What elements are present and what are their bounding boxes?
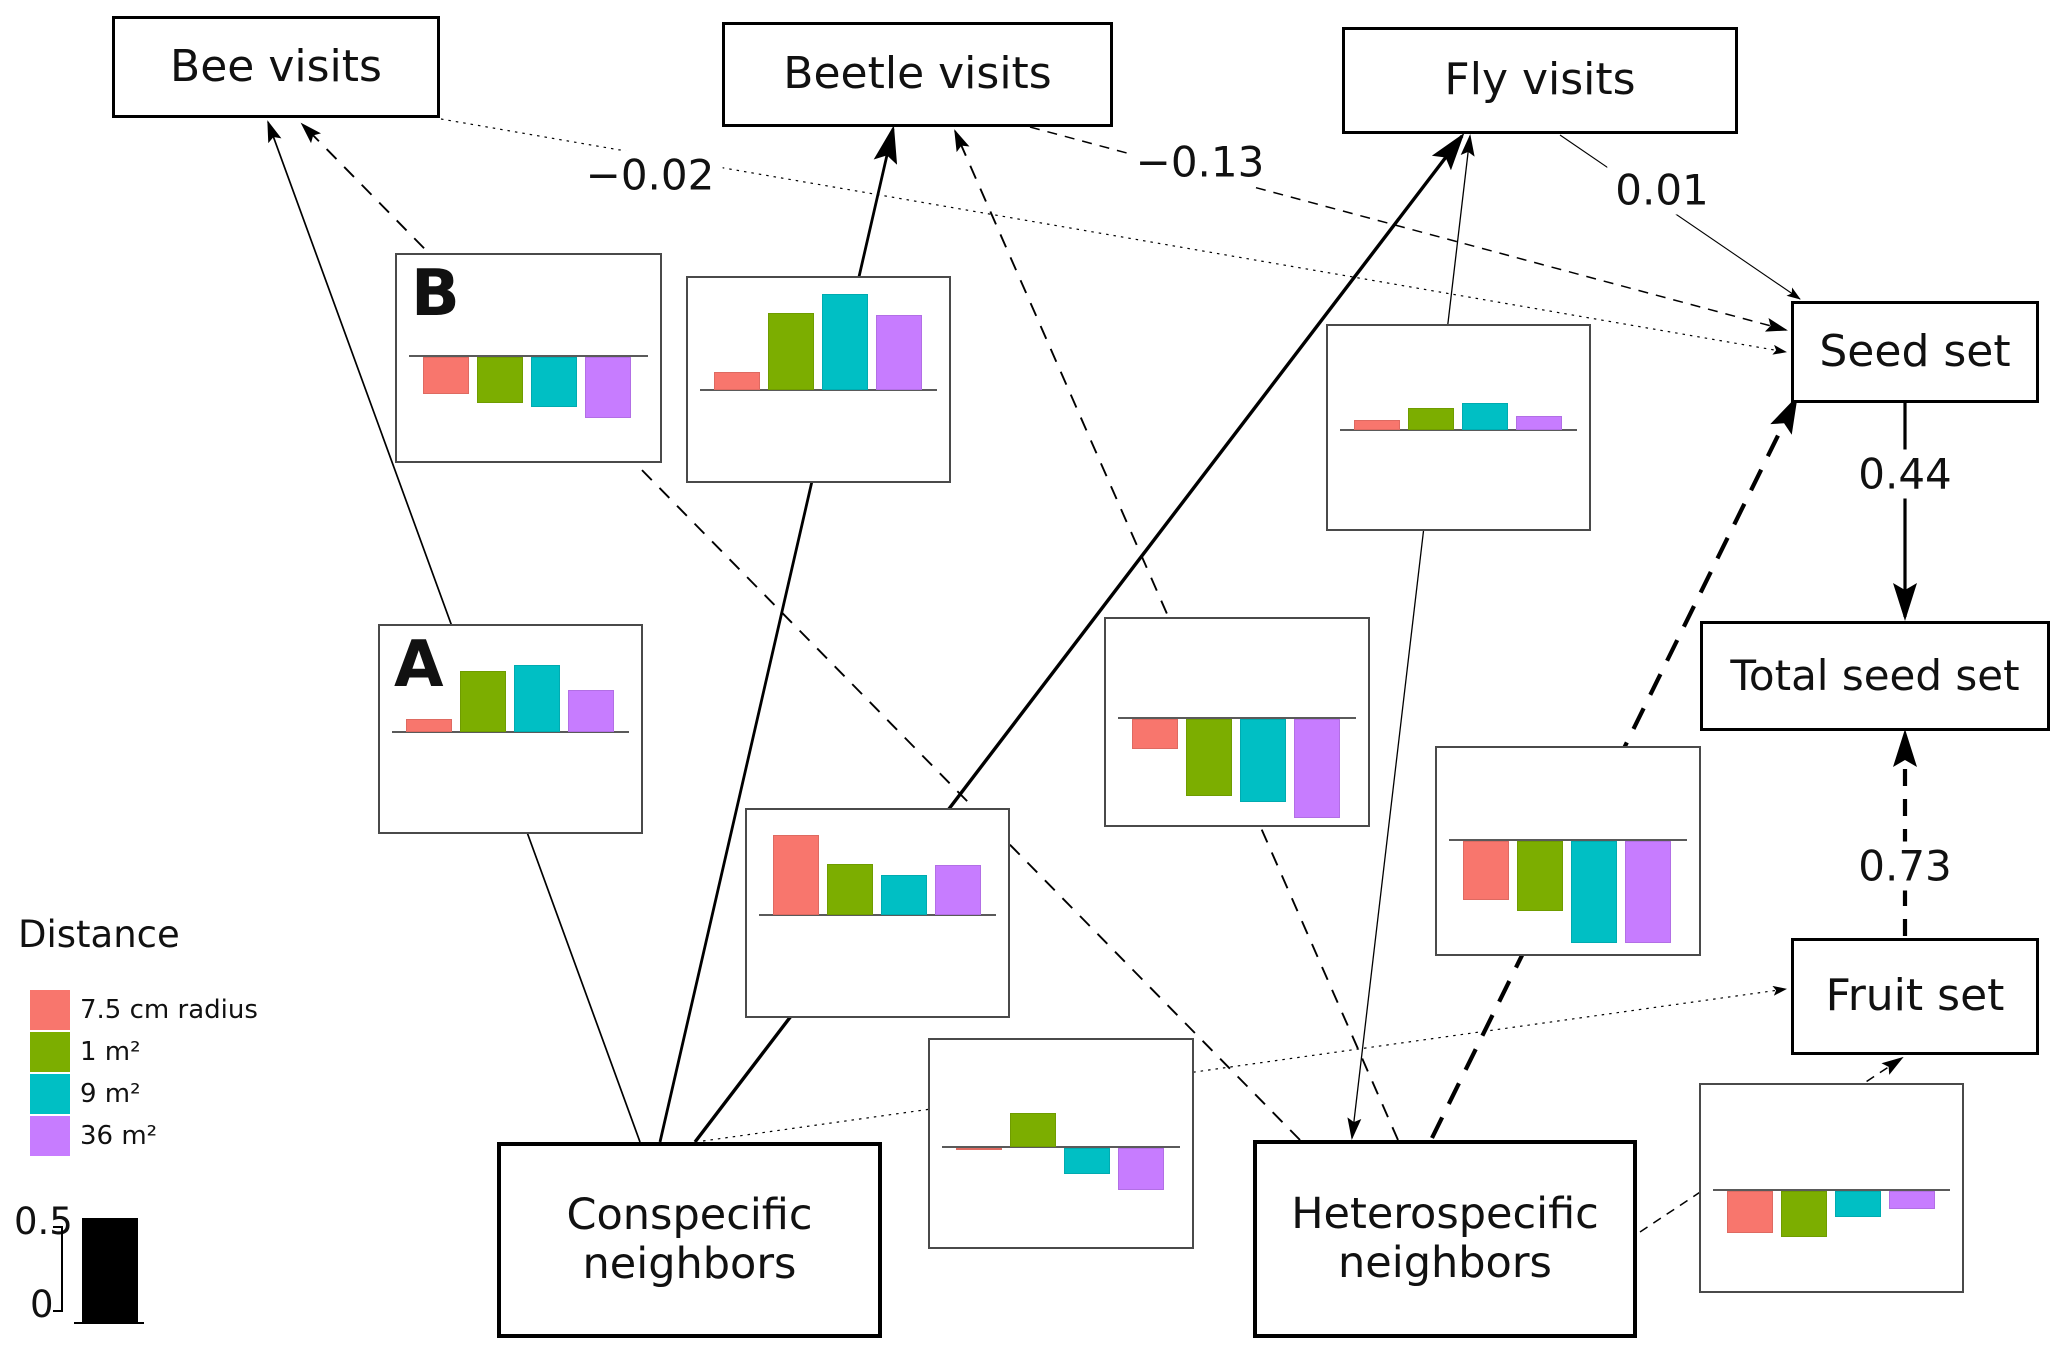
legend-swatch — [30, 1116, 70, 1156]
bar-9-m- — [881, 875, 927, 915]
inset-conspecific-fly — [745, 808, 1010, 1018]
inset-axis-line — [392, 731, 629, 733]
coef-fruit-to-total: 0.73 — [1850, 841, 1960, 891]
scale-tick — [53, 1226, 61, 1228]
inset-heterospecific-seed — [1435, 746, 1701, 956]
scale-axis — [61, 1226, 63, 1312]
bar-7-5-cm-radius — [773, 835, 819, 915]
scale-baseline — [74, 1322, 144, 1324]
inset-axis-line — [942, 1146, 1180, 1148]
inset-axis-line — [1118, 717, 1356, 719]
bar-36-m- — [1516, 416, 1562, 430]
inset-heterospecific-fly — [1326, 324, 1591, 531]
node-seed-set: Seed set — [1791, 301, 2039, 403]
bar-36-m- — [585, 357, 631, 418]
inset-axis-line — [1449, 839, 1687, 841]
edge-heterospecific-to-seed — [1430, 395, 1798, 1139]
bar-7-5-cm-radius — [714, 372, 760, 390]
legend-label: 9 m² — [80, 1079, 141, 1109]
legend-title: Distance — [18, 913, 180, 956]
node-total-seed-set: Total seed set — [1700, 621, 2050, 731]
bar-36-m- — [1294, 719, 1340, 818]
bar-36-m- — [1889, 1191, 1935, 1209]
inset-b: B — [395, 253, 662, 463]
inset-axis-line — [700, 389, 937, 391]
node-fly-visits: Fly visits — [1342, 27, 1738, 134]
bar-1-m- — [477, 357, 523, 403]
bar-36-m- — [935, 865, 981, 915]
bar-7-5-cm-radius — [1727, 1191, 1773, 1233]
bar-9-m- — [822, 294, 868, 390]
bar-1-m- — [768, 313, 814, 390]
coef-beetle-to-seed: −0.13 — [1127, 137, 1273, 187]
bar-36-m- — [1118, 1148, 1164, 1190]
bar-9-m- — [1571, 841, 1617, 943]
scale-label-bottom: 0 — [30, 1283, 54, 1326]
node-bee-visits: Bee visits — [112, 16, 440, 118]
bar-1-m- — [827, 864, 873, 915]
bar-9-m- — [1240, 719, 1286, 802]
bar-7-5-cm-radius — [423, 357, 469, 394]
bar-7-5-cm-radius — [956, 1148, 1002, 1150]
inset-a: A — [378, 624, 643, 834]
edge-bee-to-seed — [440, 118, 1787, 355]
bar-9-m- — [514, 665, 560, 732]
bar-1-m- — [460, 671, 506, 732]
inset-axis-line — [759, 914, 996, 916]
inset-heterospecific-fruit — [1699, 1083, 1964, 1293]
bar-7-5-cm-radius — [1354, 420, 1400, 430]
bar-1-m- — [1781, 1191, 1827, 1237]
legend-label: 7.5 cm radius — [80, 995, 258, 1025]
coef-fly-to-seed: 0.01 — [1607, 165, 1717, 215]
inset-conspecific-fruit — [928, 1038, 1194, 1249]
scale-reference-bar — [82, 1218, 138, 1322]
legend-swatch — [30, 990, 70, 1030]
bar-9-m- — [1064, 1148, 1110, 1174]
edge-heterospecific-to-fly — [1347, 134, 1475, 1140]
bar-1-m- — [1010, 1113, 1056, 1147]
inset-axis-line — [1713, 1189, 1950, 1191]
panel-label-b: B — [411, 257, 460, 331]
bar-1-m- — [1517, 841, 1563, 911]
bar-7-5-cm-radius — [406, 719, 452, 732]
bar-36-m- — [876, 315, 922, 390]
bar-1-m- — [1186, 719, 1232, 796]
coef-seed-to-total: 0.44 — [1850, 449, 1960, 499]
node-heterospecific-neighbors: Heterospecific neighbors — [1253, 1140, 1637, 1338]
bar-9-m- — [1835, 1191, 1881, 1217]
inset-heterospecific-beetle — [1104, 617, 1370, 827]
bar-36-m- — [1625, 841, 1671, 943]
node-conspecific-neighbors: Conspecific neighbors — [497, 1142, 882, 1338]
bar-36-m- — [568, 690, 614, 732]
coef-bee-to-seed: −0.02 — [577, 150, 723, 200]
panel-label-a: A — [394, 628, 444, 702]
legend-swatch — [30, 1074, 70, 1114]
bar-1-m- — [1408, 408, 1454, 430]
edge-conspecific-to-fruit — [702, 985, 1787, 1142]
node-fruit-set: Fruit set — [1791, 938, 2039, 1055]
bar-9-m- — [531, 357, 577, 407]
inset-conspecific-beetle — [686, 276, 951, 483]
node-beetle-visits: Beetle visits — [722, 22, 1113, 127]
legend-label: 1 m² — [80, 1037, 141, 1067]
legend-label: 36 m² — [80, 1121, 158, 1151]
legend-swatch — [30, 1032, 70, 1072]
scale-tick — [53, 1310, 61, 1312]
scale-label-top: 0.5 — [14, 1200, 73, 1243]
bar-7-5-cm-radius — [1132, 719, 1178, 749]
edge-fly-to-seed — [1559, 134, 1801, 300]
bar-7-5-cm-radius — [1463, 841, 1509, 900]
bar-9-m- — [1462, 403, 1508, 430]
inset-axis-line — [409, 355, 648, 357]
